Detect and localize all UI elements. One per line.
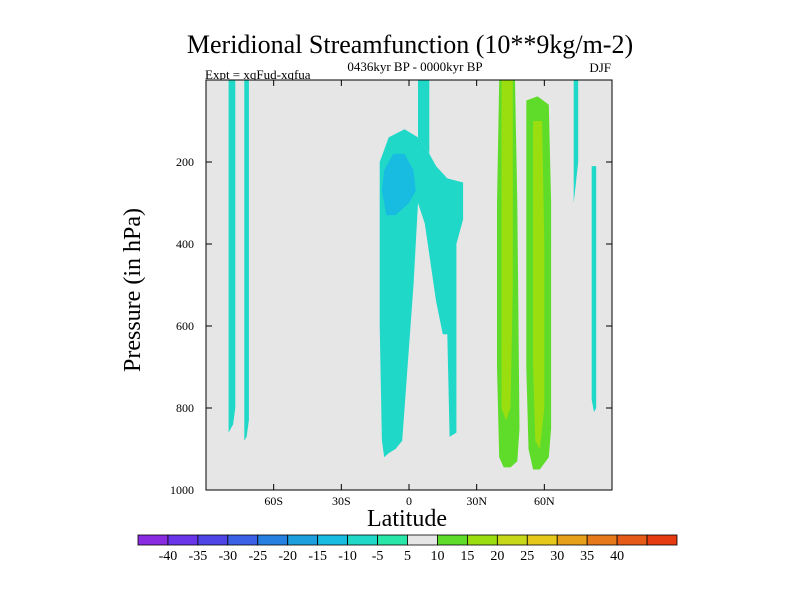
colorbar-swatch xyxy=(317,534,349,546)
y-tick-label: 600 xyxy=(176,319,194,333)
colorbar-label: 15 xyxy=(460,549,474,564)
colorbar-swatch xyxy=(407,534,438,546)
colorbar-label: -25 xyxy=(248,549,267,564)
colorbar-swatch xyxy=(646,534,678,546)
colorbar-swatch xyxy=(227,534,259,546)
colorbar-label: -40 xyxy=(159,549,178,564)
contour-region-tall-narrow-negative xyxy=(228,80,236,433)
experiment-label: Expt = xqFud-xqfua xyxy=(205,67,311,82)
contour-region-nh-right-positive-inner xyxy=(501,80,513,421)
y-tick-label: 1000 xyxy=(170,483,194,497)
contour-region-nh-edge-negative xyxy=(573,80,579,203)
y-tick-label: 800 xyxy=(176,401,194,415)
colorbar-label: 40 xyxy=(610,549,624,564)
colorbar-label: 5 xyxy=(404,549,411,564)
colorbar-label: 20 xyxy=(490,549,504,564)
y-tick-label: 400 xyxy=(176,237,194,251)
colorbar-label: 35 xyxy=(580,549,594,564)
colorbar-label: -5 xyxy=(372,549,384,564)
x-tick-label: 30S xyxy=(332,494,351,508)
x-axis-label: Latitude xyxy=(367,506,447,532)
y-tick-label: 200 xyxy=(176,155,194,169)
x-tick-label: 60S xyxy=(264,494,283,508)
colorbar-swatch xyxy=(137,534,169,546)
colorbar-swatch xyxy=(556,534,588,546)
contour-region-equatorial-core-deep xyxy=(381,153,416,216)
colorbar-label: -35 xyxy=(189,549,208,564)
colorbar-swatch xyxy=(466,534,498,546)
colorbar-label: 30 xyxy=(550,549,564,564)
contour-region-nh-far-negative xyxy=(591,166,597,413)
colorbar-swatch xyxy=(496,534,528,546)
colorbar-swatch xyxy=(526,534,558,546)
colorbar-swatch xyxy=(257,534,289,546)
period-label: 0436kyr BP - 0000kyr BP xyxy=(347,59,482,74)
x-tick-label: 30N xyxy=(466,494,487,508)
colorbar-swatch xyxy=(616,534,648,546)
colorbar-swatch xyxy=(437,534,468,546)
contour-region-narrow-negative-strip-b xyxy=(244,80,249,441)
contour-region-equatorial-column xyxy=(418,80,430,154)
x-tick-label: 60N xyxy=(534,494,555,508)
x-tick-label: 0 xyxy=(406,494,412,508)
y-axis-label: Pressure (in hPa) xyxy=(120,208,146,372)
colorbar-label: -20 xyxy=(278,549,297,564)
colorbar-swatch xyxy=(167,534,199,546)
colorbar-label: -30 xyxy=(218,549,237,564)
colorbar-label: -15 xyxy=(308,549,327,564)
colorbar-label: 10 xyxy=(430,549,444,564)
colorbar-swatch xyxy=(197,534,229,546)
contour-region-nh-inner-positive-core xyxy=(533,121,545,449)
season-label: DJF xyxy=(589,60,611,75)
axes: 60S 30S 0 30N 60N 200 400 600 800 1000 xyxy=(170,79,613,508)
plot-area xyxy=(206,80,612,490)
colorbar-swatch xyxy=(586,534,618,546)
colorbar-swatch xyxy=(377,534,408,546)
colorbar-swatch xyxy=(347,534,378,546)
colorbar-label: -10 xyxy=(338,549,357,564)
chart-title: Meridional Streamfunction (10**9kg/m-2) xyxy=(187,30,633,59)
colorbar: -40 -35 -30 -25 -20 -15 -10 -5 5 10 15 20 25 30 35 40 xyxy=(137,534,678,564)
colorbar-swatch xyxy=(287,534,319,546)
contour-region-equatorial-negative-core xyxy=(379,129,464,458)
colorbar-label: 25 xyxy=(520,549,534,564)
